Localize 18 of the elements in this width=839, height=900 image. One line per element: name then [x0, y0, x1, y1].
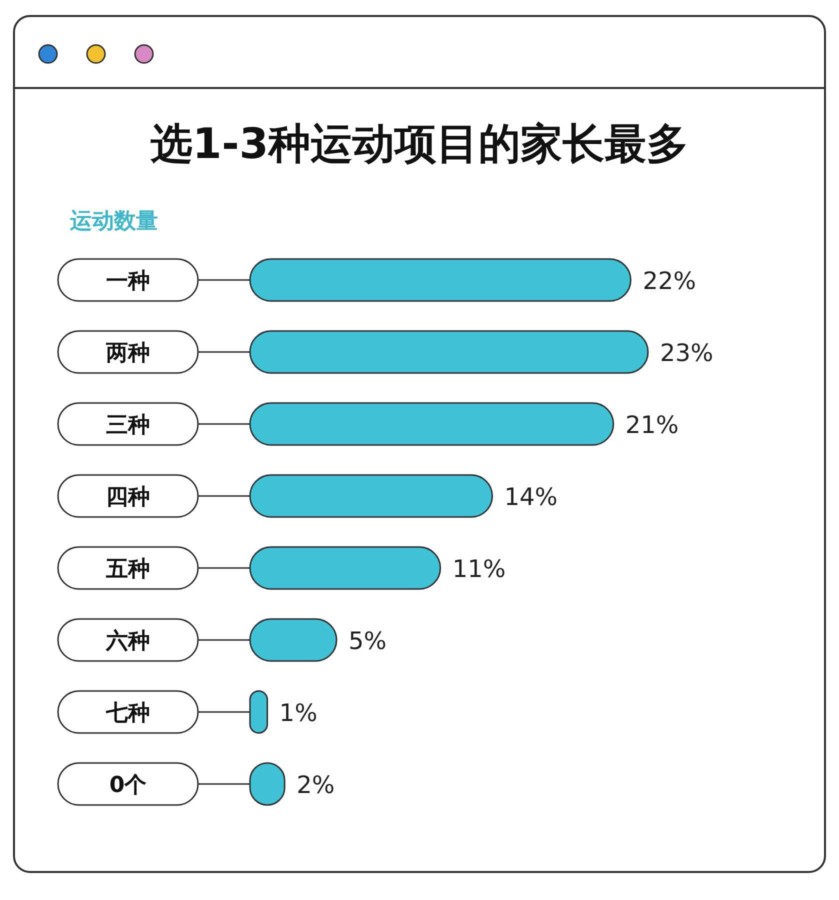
category-label: 一种 [106, 269, 150, 294]
data-label: 1% [279, 699, 318, 727]
category-label: 两种 [106, 341, 150, 366]
data-label: 14% [504, 483, 558, 511]
data-label: 22% [642, 267, 696, 295]
category-label: 六种 [106, 629, 150, 654]
category-label: 三种 [106, 413, 150, 438]
data-label: 23% [660, 339, 714, 367]
ylabel: 运动数量 [70, 209, 158, 234]
data-label: 2% [296, 771, 335, 799]
category-label: 四种 [106, 485, 150, 510]
data-label: 21% [625, 411, 679, 439]
data-label: 5% [348, 627, 387, 655]
category-label: 0个 [109, 773, 147, 798]
category-label: 七种 [106, 701, 150, 726]
category-label: 五种 [106, 557, 150, 582]
data-label: 11% [452, 555, 506, 583]
title: 选1-3种运动项目的家长最多 [150, 119, 688, 168]
